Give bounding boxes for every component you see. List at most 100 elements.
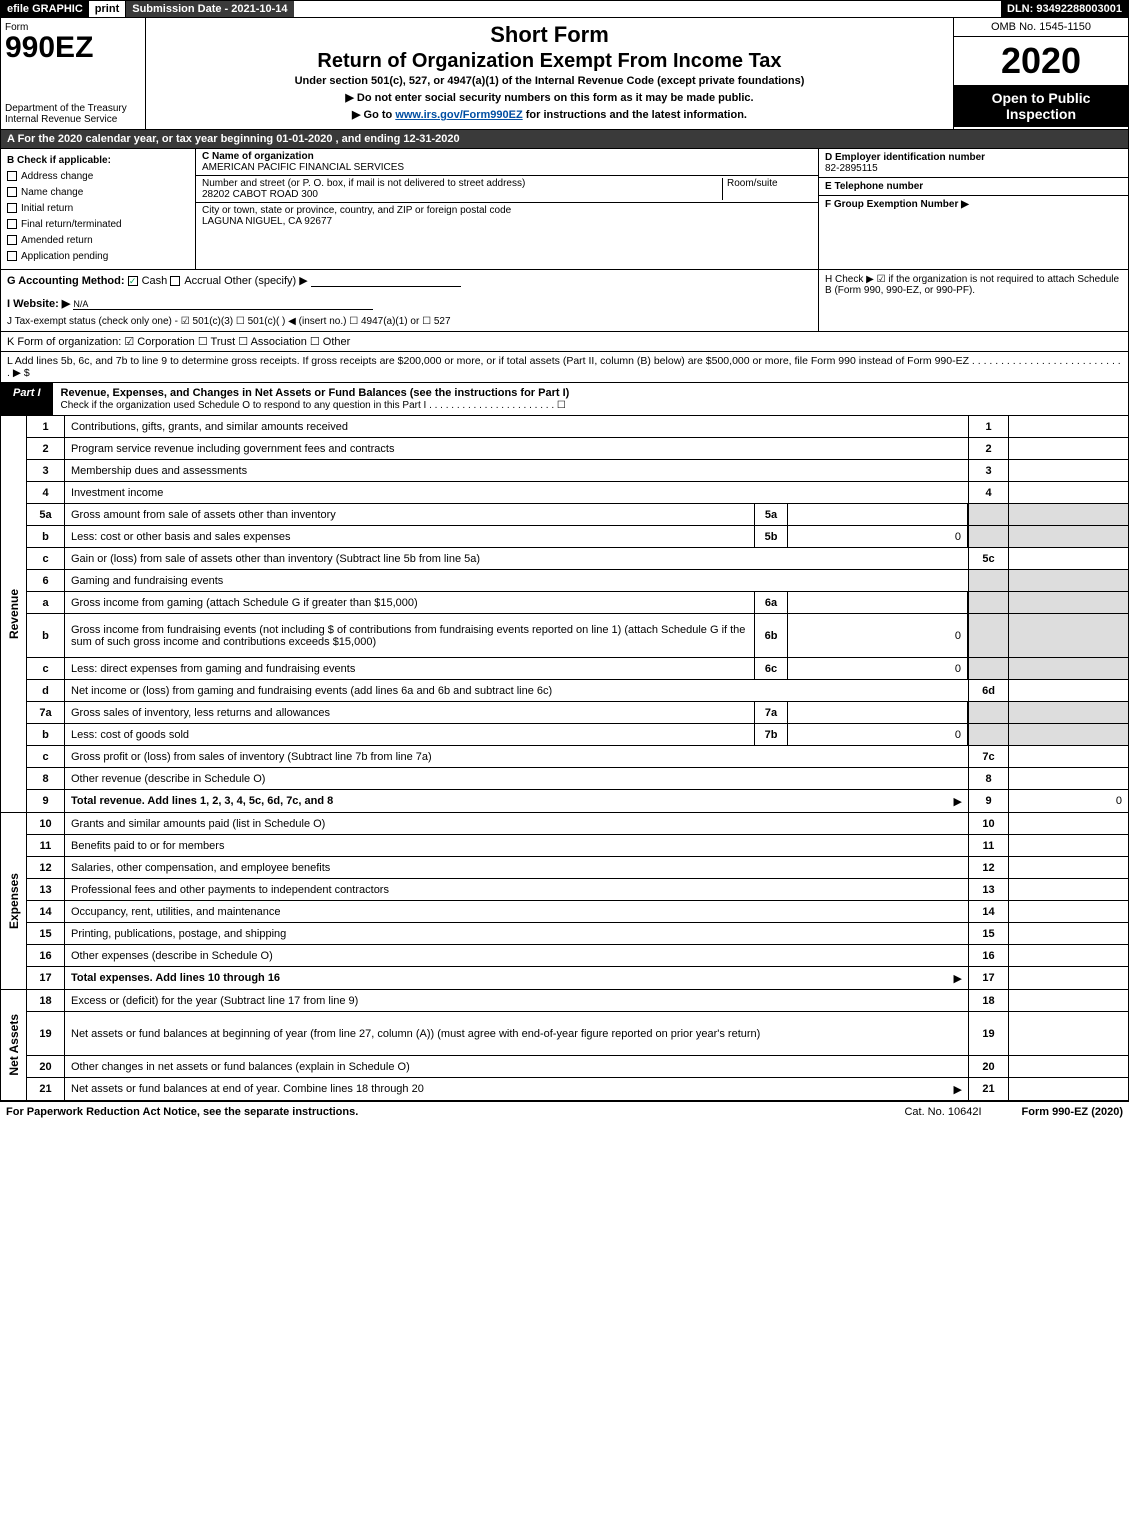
col-d-ids: D Employer identification number 82-2895… — [818, 149, 1128, 269]
ghi-left: G Accounting Method: Cash Accrual Other … — [1, 270, 818, 331]
chk-cash[interactable] — [128, 276, 138, 286]
page-footer: For Paperwork Reduction Act Notice, see … — [0, 1101, 1129, 1122]
inner-line-number: 6a — [754, 592, 788, 613]
arrow-icon: ▶ — [954, 795, 962, 808]
right-amount — [1008, 614, 1128, 657]
revenue-row-b: bLess: cost of goods sold7b0 — [27, 724, 1128, 746]
part1-check: Check if the organization used Schedule … — [61, 400, 566, 411]
right-line-number: 4 — [968, 482, 1008, 503]
revenue-row-d: dNet income or (loss) from gaming and fu… — [27, 680, 1128, 702]
c-street-label: Number and street (or P. O. box, if mail… — [202, 178, 525, 189]
chk-accrual[interactable] — [170, 276, 180, 286]
chk-initial-return[interactable]: Initial return — [7, 201, 189, 217]
g-other-field[interactable] — [311, 275, 461, 287]
expenses-grid: Expenses 10Grants and similar amounts pa… — [0, 813, 1129, 990]
right-amount — [1008, 1056, 1128, 1077]
right-line-number: 2 — [968, 438, 1008, 459]
revenue-row-3: 3Membership dues and assessments3 — [27, 460, 1128, 482]
netasset-row-21: 21Net assets or fund balances at end of … — [27, 1078, 1128, 1100]
notice-link: ▶ Go to www.irs.gov/Form990EZ for instru… — [154, 108, 945, 121]
right-amount — [1008, 460, 1128, 481]
right-line-number: 15 — [968, 923, 1008, 944]
right-amount — [1008, 680, 1128, 701]
line-number: 1 — [27, 416, 65, 437]
line-number: 21 — [27, 1078, 65, 1100]
right-line-number: 19 — [968, 1012, 1008, 1055]
irs-link[interactable]: www.irs.gov/Form990EZ — [395, 109, 522, 121]
right-line-number: 8 — [968, 768, 1008, 789]
right-line-number: 14 — [968, 901, 1008, 922]
part1-header: Part I Revenue, Expenses, and Changes in… — [0, 383, 1129, 416]
revenue-row-7a: 7aGross sales of inventory, less returns… — [27, 702, 1128, 724]
right-amount — [1008, 901, 1128, 922]
line-number: 20 — [27, 1056, 65, 1077]
right-line-number: 10 — [968, 813, 1008, 834]
line-i: I Website: ▶ N/A — [7, 297, 812, 310]
footer-cat-no: Cat. No. 10642I — [904, 1106, 981, 1118]
chk-final-return[interactable]: Final return/terminated — [7, 217, 189, 233]
right-amount — [1008, 658, 1128, 679]
line-number: 2 — [27, 438, 65, 459]
right-line-number — [968, 570, 1008, 591]
line-j: J Tax-exempt status (check only one) - ☑… — [7, 316, 812, 327]
right-amount — [1008, 548, 1128, 569]
revenue-row-9: 9Total revenue. Add lines 1, 2, 3, 4, 5c… — [27, 790, 1128, 812]
right-line-number — [968, 658, 1008, 679]
right-amount — [1008, 967, 1128, 989]
chk-name-change[interactable]: Name change — [7, 185, 189, 201]
line-number: a — [27, 592, 65, 613]
c-city-label: City or town, state or province, country… — [202, 205, 511, 216]
line-number: 10 — [27, 813, 65, 834]
form-header: Form 990EZ Department of the Treasury In… — [0, 18, 1129, 130]
line-description: Gain or (loss) from sale of assets other… — [65, 548, 968, 569]
revenue-row-a: aGross income from gaming (attach Schedu… — [27, 592, 1128, 614]
chk-address-change[interactable]: Address change — [7, 169, 189, 185]
right-amount — [1008, 813, 1128, 834]
right-line-number: 17 — [968, 967, 1008, 989]
revenue-side-label: Revenue — [1, 416, 27, 812]
header-right: OMB No. 1545-1150 2020 Open to Public In… — [953, 18, 1128, 129]
inner-line-number: 7a — [754, 702, 788, 723]
print-button[interactable]: print — [89, 1, 125, 17]
right-line-number: 16 — [968, 945, 1008, 966]
i-label: I Website: ▶ — [7, 298, 70, 310]
inner-line-number: 6c — [754, 658, 788, 679]
line-number: 18 — [27, 990, 65, 1011]
right-amount — [1008, 990, 1128, 1011]
line-description: Total revenue. Add lines 1, 2, 3, 4, 5c,… — [65, 790, 968, 812]
org-street: 28202 CABOT ROAD 300 — [202, 189, 318, 200]
line-description: Less: cost or other basis and sales expe… — [65, 526, 754, 547]
dept-treasury: Department of the Treasury Internal Reve… — [5, 103, 141, 125]
line-number: 8 — [27, 768, 65, 789]
expense-row-14: 14Occupancy, rent, utilities, and mainte… — [27, 901, 1128, 923]
net-assets-side-label: Net Assets — [1, 990, 27, 1100]
inner-amount — [788, 702, 968, 723]
right-amount — [1008, 835, 1128, 856]
c-street-row: Number and street (or P. O. box, if mail… — [196, 176, 818, 203]
right-amount — [1008, 482, 1128, 503]
revenue-row-2: 2Program service revenue including gover… — [27, 438, 1128, 460]
line-description: Printing, publications, postage, and shi… — [65, 923, 968, 944]
line-number: 5a — [27, 504, 65, 525]
chk-application-pending[interactable]: Application pending — [7, 249, 189, 265]
line-number: 4 — [27, 482, 65, 503]
notice2-suffix: for instructions and the latest informat… — [526, 109, 747, 121]
right-amount — [1008, 592, 1128, 613]
netasset-row-20: 20Other changes in net assets or fund ba… — [27, 1056, 1128, 1078]
expense-row-13: 13Professional fees and other payments t… — [27, 879, 1128, 901]
line-description: Gross profit or (loss) from sales of inv… — [65, 746, 968, 767]
inner-amount: 0 — [788, 658, 968, 679]
phone-label: E Telephone number — [825, 181, 923, 192]
section-bcd: B Check if applicable: Address change Na… — [0, 149, 1129, 270]
website-field[interactable]: N/A — [73, 298, 373, 310]
line-description: Occupancy, rent, utilities, and maintena… — [65, 901, 968, 922]
notice2-prefix: ▶ Go to — [352, 109, 395, 121]
right-line-number: 5c — [968, 548, 1008, 569]
line-k: K Form of organization: ☑ Corporation ☐ … — [0, 332, 1129, 352]
chk-amended-return[interactable]: Amended return — [7, 233, 189, 249]
right-line-number: 9 — [968, 790, 1008, 812]
line-number: 3 — [27, 460, 65, 481]
d-ein: D Employer identification number 82-2895… — [819, 149, 1128, 178]
line-description: Investment income — [65, 482, 968, 503]
line-number: b — [27, 724, 65, 745]
